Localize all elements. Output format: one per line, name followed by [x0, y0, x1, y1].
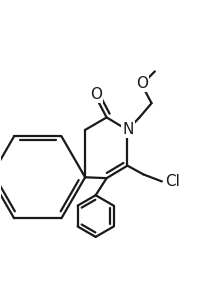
- Text: N: N: [122, 122, 134, 137]
- Text: O: O: [90, 87, 102, 102]
- Text: O: O: [136, 76, 148, 91]
- Text: Cl: Cl: [165, 174, 180, 189]
